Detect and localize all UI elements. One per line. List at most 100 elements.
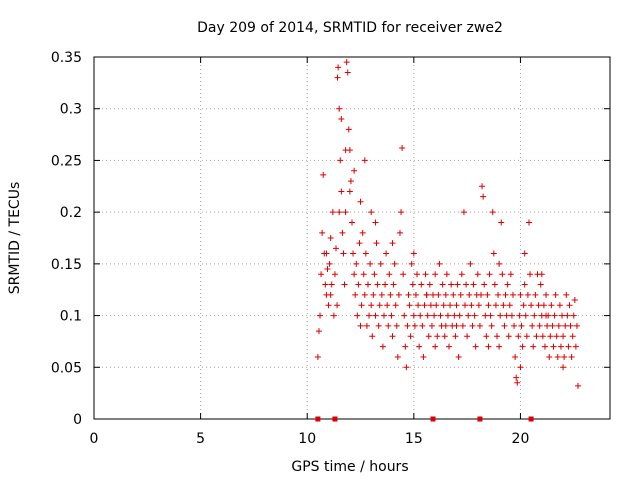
- data-point: [394, 353, 401, 360]
- data-point: [426, 281, 433, 288]
- x-tick-label: 0: [90, 431, 99, 447]
- data-point: [499, 271, 506, 278]
- data-point: [387, 291, 394, 298]
- data-point: [487, 312, 494, 319]
- data-point: [548, 302, 555, 309]
- data-point: [334, 74, 341, 81]
- data-point: [351, 271, 358, 278]
- data-point: [379, 343, 386, 350]
- data-point: [422, 271, 429, 278]
- data-point: [382, 281, 389, 288]
- data-point: [529, 322, 536, 329]
- data-point: [482, 312, 489, 319]
- data-point: [466, 291, 473, 298]
- data-point: [483, 333, 490, 340]
- data-point: [463, 281, 470, 288]
- data-point: [435, 291, 442, 298]
- data-point: [372, 219, 379, 226]
- data-point: [560, 364, 567, 371]
- data-point: [428, 322, 435, 329]
- data-point: [357, 198, 364, 205]
- data-point: [568, 353, 575, 360]
- data-point: [417, 312, 424, 319]
- data-point: [314, 353, 321, 360]
- data-point: [392, 302, 399, 309]
- data-points: [314, 59, 582, 389]
- data-point: [340, 250, 347, 257]
- data-point: [471, 312, 478, 319]
- baseline-marker: [477, 416, 483, 422]
- data-point: [465, 312, 472, 319]
- data-point: [481, 281, 488, 288]
- data-point: [447, 302, 454, 309]
- data-point: [371, 271, 378, 278]
- data-point: [377, 260, 384, 267]
- data-point: [323, 250, 330, 257]
- data-point: [531, 312, 538, 319]
- data-point: [388, 312, 395, 319]
- data-point: [342, 209, 349, 216]
- data-point: [420, 353, 427, 360]
- data-point: [424, 312, 431, 319]
- data-point: [520, 302, 527, 309]
- data-point: [551, 312, 558, 319]
- data-point: [497, 312, 504, 319]
- data-point: [475, 302, 482, 309]
- data-point: [341, 281, 348, 288]
- data-point: [328, 281, 335, 288]
- data-point: [537, 281, 544, 288]
- data-point: [405, 291, 412, 298]
- baseline-marker: [430, 416, 436, 422]
- data-point: [498, 219, 505, 226]
- data-point: [540, 302, 547, 309]
- data-point: [430, 291, 437, 298]
- data-point: [327, 235, 334, 241]
- baseline-markers: [315, 416, 534, 422]
- data-point: [368, 209, 375, 216]
- baseline-marker: [315, 416, 321, 422]
- data-point: [543, 312, 550, 319]
- data-point: [363, 322, 370, 329]
- data-point: [460, 209, 467, 216]
- y-tick-label: 0.35: [51, 50, 82, 66]
- data-point: [495, 291, 502, 298]
- data-point: [342, 147, 349, 154]
- data-point: [327, 291, 334, 298]
- data-point: [535, 302, 542, 309]
- data-point: [410, 250, 417, 257]
- data-point: [324, 266, 331, 273]
- data-point: [486, 271, 493, 278]
- data-point: [322, 281, 329, 288]
- data-point: [325, 302, 332, 309]
- data-point: [546, 353, 553, 360]
- data-point: [373, 240, 380, 247]
- data-point: [349, 219, 355, 226]
- data-point: [326, 260, 333, 267]
- data-point: [350, 250, 357, 257]
- data-point: [370, 291, 377, 298]
- data-point: [514, 379, 521, 386]
- data-point: [500, 302, 507, 309]
- data-point: [403, 364, 410, 371]
- data-point: [432, 271, 439, 278]
- data-point: [436, 260, 443, 267]
- data-point: [469, 322, 476, 329]
- data-point: [398, 209, 405, 216]
- data-point: [464, 333, 471, 340]
- data-point: [522, 312, 529, 319]
- data-point: [338, 188, 345, 195]
- data-point: [541, 343, 548, 350]
- data-point: [320, 171, 327, 178]
- data-point: [376, 302, 383, 309]
- data-point: [571, 297, 578, 304]
- data-point: [384, 302, 391, 309]
- data-point: [362, 250, 369, 257]
- x-tick-label: 15: [405, 431, 423, 447]
- data-point: [432, 343, 439, 350]
- data-point: [366, 312, 373, 319]
- data-point: [335, 64, 342, 71]
- data-point: [345, 126, 352, 133]
- data-point: [331, 271, 338, 278]
- data-point: [399, 145, 406, 152]
